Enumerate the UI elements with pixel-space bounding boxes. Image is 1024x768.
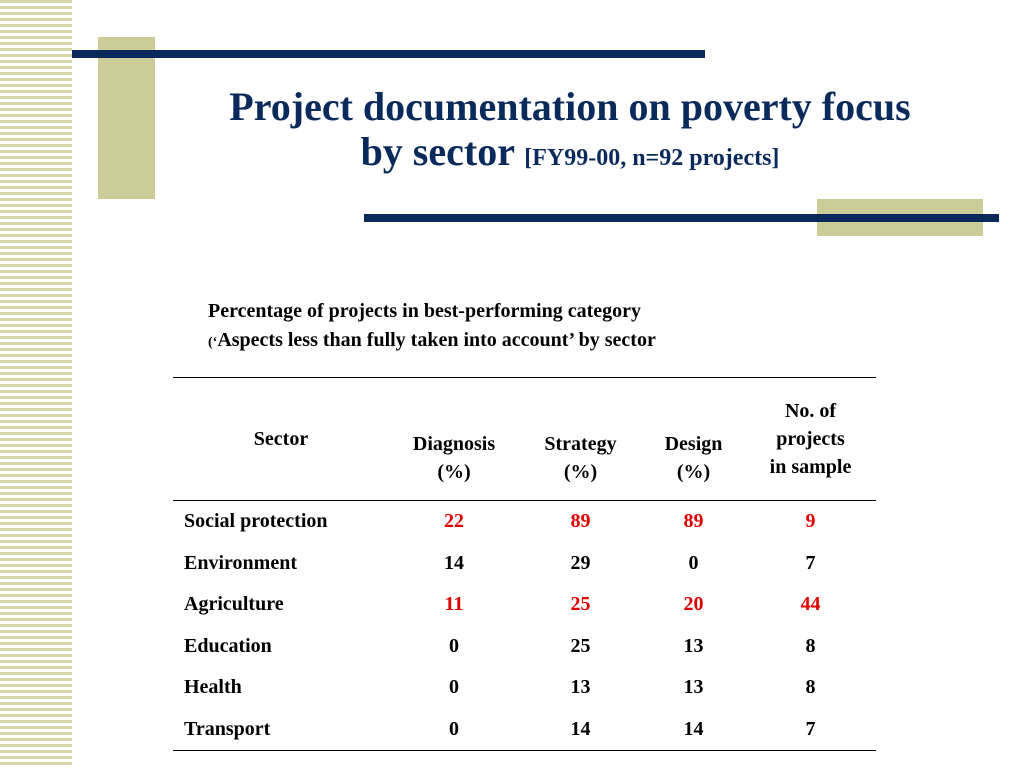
navy-bar-bottom [364,214,999,222]
sector-table: Sector Diagnosis (%) Strategy (%) Design… [173,377,876,751]
cell-sample: 7 [805,551,816,574]
cell-design: 14 [642,708,745,751]
decorative-stripes [0,0,72,768]
cell-design: 0 [688,551,699,574]
header-sample-line-3: in sample [769,456,852,478]
header-sample-line-2: projects [776,428,845,450]
header-strategy-unit: (%) [563,461,598,483]
cell-design: 20 [683,593,704,616]
header-design-unit: (%) [676,461,711,483]
cell-sector: Health [184,676,242,699]
header-sample: No. of projects in sample [745,377,876,501]
caption-line-1: Percentage of projects in best-performin… [208,300,642,322]
cell-strategy: 25 [570,634,591,657]
header-design-label: Design [664,433,723,455]
cell-strategy: 14 [519,708,642,751]
header-sector: Sector [173,377,389,501]
title-subtitle: [FY99-00, n=92 projects] [524,145,780,171]
table-row: Agriculture 11 25 20 44 [173,584,876,626]
cell-design: 13 [683,676,704,699]
cell-diagnosis: 0 [449,634,459,657]
cell-design: 13 [683,634,704,657]
navy-bar-top [72,50,705,58]
cell-sample: 7 [745,708,876,751]
cell-sector: Education [184,634,272,657]
table-row: Transport 0 14 14 7 [173,708,876,751]
cell-sector: Transport [173,708,389,751]
header-strategy-label: Strategy [544,433,617,455]
caption-open-quote: (‘ [208,335,218,350]
header-sample-line-1: No. of [784,400,837,422]
title-line-2: by sector [FY99-00, n=92 projects] [160,129,980,181]
header-diagnosis-unit: (%) [437,461,471,483]
cell-diagnosis: 11 [444,593,464,616]
caption-line-2: (‘Aspects less than fully taken into acc… [208,326,848,357]
cell-design: 89 [683,510,704,533]
olive-block-top [98,37,155,199]
table-row: Health 0 13 13 8 [173,667,876,709]
table-row: Education 0 25 13 8 [173,626,876,668]
table-caption: Percentage of projects in best-performin… [208,297,848,357]
title-line-1: Project documentation on poverty focus [229,84,911,129]
header-design: Design (%) [642,377,745,501]
cell-sample: 9 [805,510,816,533]
cell-sector: Environment [184,551,297,574]
table-row: Environment 14 29 0 7 [173,543,876,585]
cell-strategy: 29 [570,551,591,574]
cell-diagnosis: 0 [389,708,519,751]
cell-sample: 8 [805,676,816,699]
cell-sample: 44 [800,593,821,616]
cell-diagnosis: 14 [444,551,464,574]
cell-diagnosis: 22 [444,510,464,533]
slide-title: Project documentation on poverty focus b… [160,84,980,181]
table-header: Sector Diagnosis (%) Strategy (%) Design… [173,377,876,501]
header-strategy: Strategy (%) [519,377,642,501]
table-row: Social protection 22 89 89 9 [173,501,876,543]
header-diagnosis: Diagnosis (%) [389,377,519,501]
table-body: Social protection 22 89 89 9 Environment… [173,501,876,751]
title-line-2-text: by sector [360,129,515,174]
cell-strategy: 25 [570,593,591,616]
cell-strategy: 89 [570,510,591,533]
cell-strategy: 13 [570,676,591,699]
cell-diagnosis: 0 [449,676,459,699]
cell-sample: 8 [805,634,816,657]
caption-line-2-text: Aspects less than fully taken into accou… [217,329,656,351]
cell-sector: Social protection [184,510,328,533]
header-diagnosis-label: Diagnosis [412,433,496,455]
cell-sector: Agriculture [184,593,284,616]
